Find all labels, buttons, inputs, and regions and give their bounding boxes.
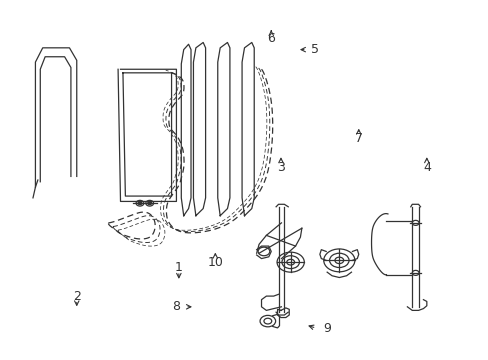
Text: 3: 3 [277, 161, 285, 174]
Text: 5: 5 [310, 43, 318, 56]
Text: 2: 2 [73, 289, 81, 303]
Text: 1: 1 [175, 261, 183, 274]
Text: 10: 10 [207, 256, 223, 269]
Text: 4: 4 [422, 161, 430, 174]
Text: 8: 8 [172, 300, 180, 313]
Text: 6: 6 [267, 32, 275, 45]
Text: 9: 9 [323, 322, 330, 335]
Circle shape [138, 202, 142, 204]
Circle shape [147, 202, 151, 204]
Text: 7: 7 [354, 132, 362, 145]
